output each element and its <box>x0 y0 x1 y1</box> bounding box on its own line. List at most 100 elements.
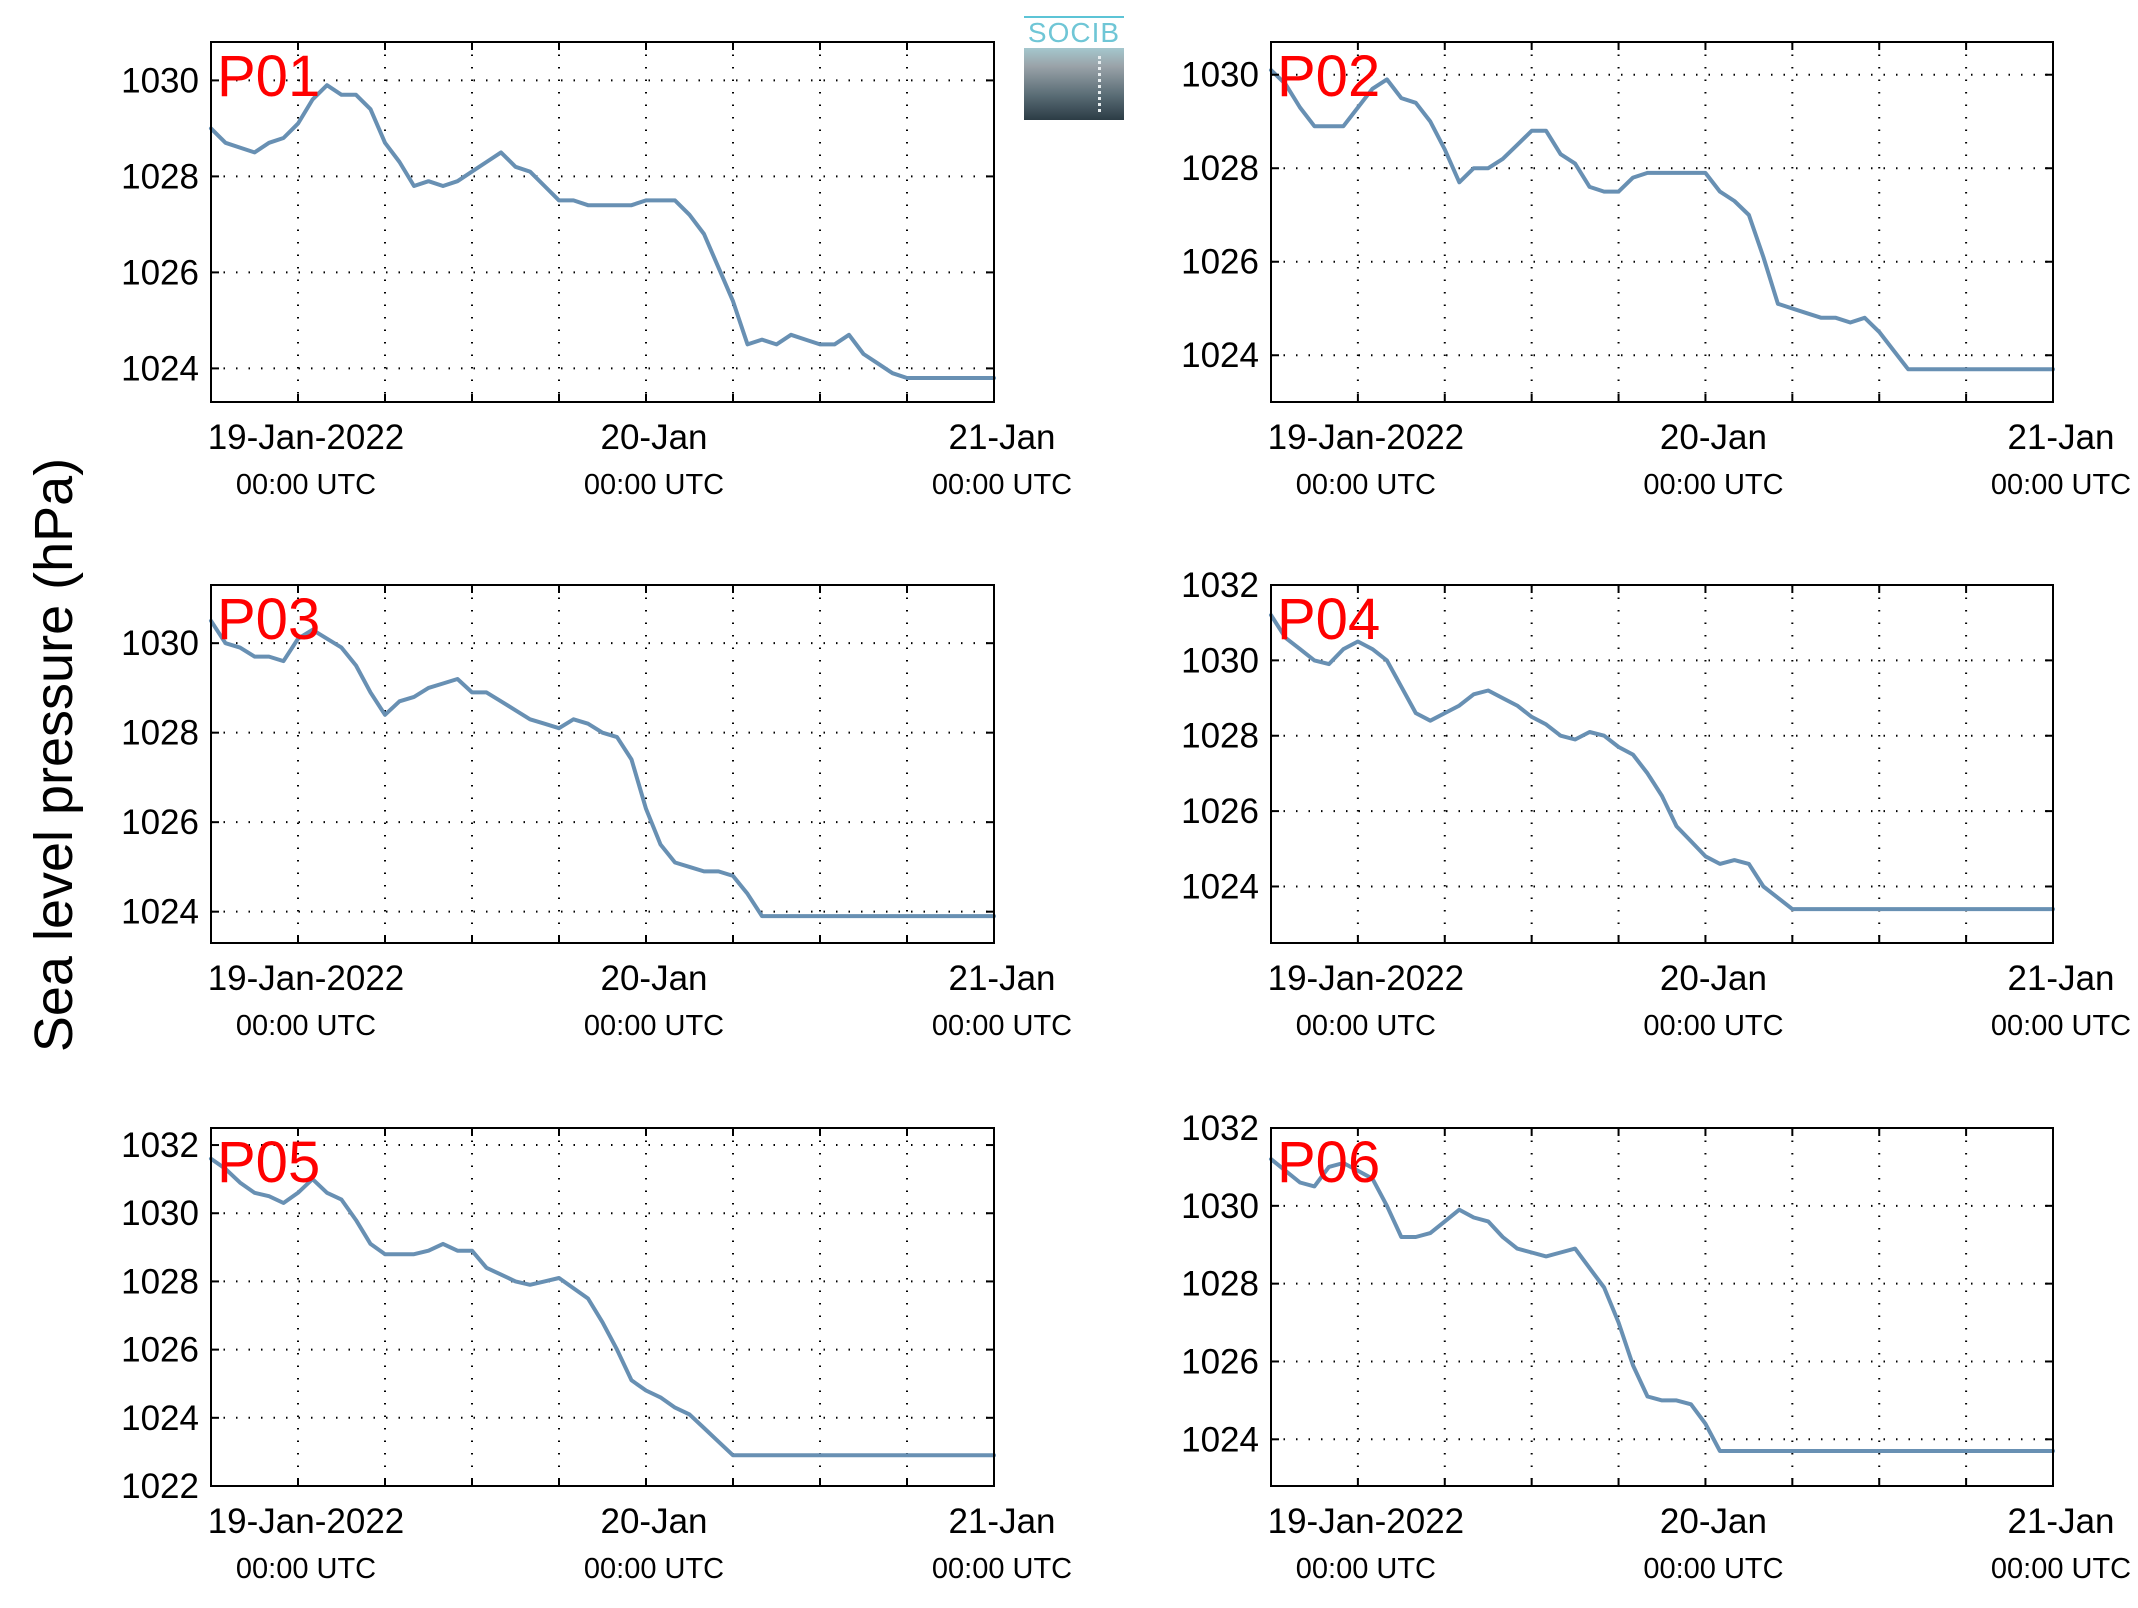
x-tick-label-time: 00:00 UTC <box>236 469 376 501</box>
panels: 1024 1026 1028 1030 19-Jan-2022 00:00 UTC 20-J… <box>121 41 2131 1585</box>
x-tick-label-time: 00:00 UTC <box>584 1553 724 1585</box>
x-tick-label-time: 00:00 UTC <box>236 1010 376 1042</box>
panel-p04: 1024 1026 1028 1030 1032 19-Jan-2022 00:00 UTC… <box>1181 566 2131 1042</box>
x-tick-label-time: 00:00 UTC <box>1991 1010 2131 1042</box>
x-tick-label-time: 00:00 UTC <box>1296 469 1436 501</box>
panel-p01: 1024 1026 1028 1030 19-Jan-2022 00:00 UTC 20-J… <box>121 41 1072 501</box>
x-tick-label-time: 00:00 UTC <box>932 1010 1072 1042</box>
x-tick-label-time: 00:00 UTC <box>584 469 724 501</box>
plot-area <box>211 42 994 402</box>
x-tick-label-time: 00:00 UTC <box>584 1010 724 1042</box>
y-tick-label: 1030 <box>121 1194 199 1233</box>
x-tick-label-time: 00:00 UTC <box>236 1553 376 1585</box>
panel-label: P05 <box>217 1130 320 1195</box>
panel-p03: 1024 1026 1028 1030 19-Jan-2022 00:00 UTC 20-J… <box>121 584 1072 1042</box>
y-tick-label: 1024 <box>1181 867 1259 906</box>
y-tick-label: 1024 <box>1181 1420 1259 1459</box>
plot-area <box>211 1128 994 1486</box>
y-tick-label: 1024 <box>121 349 199 388</box>
y-tick-label: 1030 <box>1181 56 1259 95</box>
series-line-p03 <box>209 618 996 919</box>
y-tick-label: 1026 <box>121 803 199 842</box>
y-tick-label: 1026 <box>121 1331 199 1370</box>
plot-area <box>1271 42 2053 402</box>
x-tick-label-date: 19-Jan-2022 <box>1268 418 1465 457</box>
y-tick-label: 1024 <box>121 893 199 932</box>
x-tick-label-date: 20-Jan <box>600 418 707 457</box>
y-tick-label: 1032 <box>1181 566 1259 605</box>
x-tick-label-date: 20-Jan <box>1660 1502 1767 1541</box>
x-tick-label-date: 20-Jan <box>1660 959 1767 998</box>
y-tick-label: 1032 <box>1181 1109 1259 1148</box>
x-tick-label-date: 19-Jan-2022 <box>208 418 405 457</box>
x-tick-label-date: 21-Jan <box>948 959 1055 998</box>
panel-label: P06 <box>1277 1130 1380 1195</box>
x-tick-label-date: 19-Jan-2022 <box>208 959 405 998</box>
series-line-p06 <box>1269 1157 2055 1453</box>
panel-label: P04 <box>1277 587 1380 652</box>
y-tick-label: 1028 <box>121 714 199 753</box>
x-tick-label-date: 21-Jan <box>2007 959 2114 998</box>
series-line-p05 <box>209 1156 996 1458</box>
logo-dotted-mark <box>1098 56 1101 112</box>
axes-frame <box>1270 41 2054 403</box>
plot-area <box>1271 585 2053 943</box>
y-tick-label: 1028 <box>121 1262 199 1301</box>
y-tick-label: 1026 <box>1181 1342 1259 1381</box>
plot-area <box>211 585 994 943</box>
panel-p02: 1024 1026 1028 1030 19-Jan-2022 00:00 UTC 20-J… <box>1181 41 2131 501</box>
axes-frame <box>210 41 995 403</box>
x-tick-label-time: 00:00 UTC <box>1643 1010 1783 1042</box>
x-tick-label-date: 20-Jan <box>1660 418 1767 457</box>
y-tick-label: 1026 <box>1181 243 1259 282</box>
panel-label: P01 <box>217 44 320 109</box>
x-tick-label-date: 21-Jan <box>948 418 1055 457</box>
panel-p05: 1022 1024 1026 1028 1030 1032 19-Jan-2022 00:00… <box>121 1126 1072 1585</box>
y-tick-label: 1030 <box>1181 1187 1259 1226</box>
y-tick-label: 1026 <box>1181 792 1259 831</box>
series-line-p04 <box>1269 613 2055 912</box>
axes-frame <box>210 584 995 944</box>
y-tick-label: 1030 <box>1181 641 1259 680</box>
y-tick-label: 1028 <box>1181 717 1259 756</box>
axes-frame <box>1270 584 2054 944</box>
y-tick-label: 1022 <box>121 1467 199 1506</box>
socib-logo-text: SOCIB <box>1024 18 1124 48</box>
axes-frame <box>1270 1127 2054 1487</box>
panel-label: P03 <box>217 587 320 652</box>
x-tick-label-date: 19-Jan-2022 <box>1268 959 1465 998</box>
x-tick-label-date: 19-Jan-2022 <box>1268 1502 1465 1541</box>
y-tick-label: 1030 <box>121 61 199 100</box>
panel-label: P02 <box>1277 44 1380 109</box>
socib-logo: SOCIB <box>1024 16 1124 120</box>
series-line-p02 <box>1269 68 2055 372</box>
x-tick-label-time: 00:00 UTC <box>1296 1553 1436 1585</box>
x-tick-label-time: 00:00 UTC <box>1643 469 1783 501</box>
y-tick-label: 1028 <box>121 157 199 196</box>
y-tick-label: 1032 <box>121 1126 199 1165</box>
plot-area <box>1271 1128 2053 1486</box>
x-tick-label-date: 21-Jan <box>2007 418 2114 457</box>
x-tick-label-time: 00:00 UTC <box>932 1553 1072 1585</box>
y-tick-label: 1024 <box>1181 336 1259 375</box>
x-tick-label-time: 00:00 UTC <box>1991 1553 2131 1585</box>
y-tick-label: 1030 <box>121 624 199 663</box>
y-tick-label: 1028 <box>1181 1265 1259 1304</box>
x-tick-label-date: 20-Jan <box>600 1502 707 1541</box>
x-tick-label-date: 21-Jan <box>2007 1502 2114 1541</box>
x-tick-label-time: 00:00 UTC <box>1296 1010 1436 1042</box>
y-tick-label: 1024 <box>121 1399 199 1438</box>
x-tick-label-time: 00:00 UTC <box>932 469 1072 501</box>
y-tick-label: 1028 <box>1181 149 1259 188</box>
x-tick-label-date: 21-Jan <box>948 1502 1055 1541</box>
x-tick-label-date: 19-Jan-2022 <box>208 1502 405 1541</box>
y-axis-label: Sea level pressure (hPa) <box>24 458 84 1052</box>
panel-p06: 1024 1026 1028 1030 1032 19-Jan-2022 00:00 UTC… <box>1181 1109 2131 1585</box>
series-line-p01 <box>209 83 996 380</box>
x-tick-label-time: 00:00 UTC <box>1643 1553 1783 1585</box>
x-tick-label-time: 00:00 UTC <box>1991 469 2131 501</box>
axes-frame <box>210 1127 995 1487</box>
y-tick-label: 1026 <box>121 253 199 292</box>
x-tick-label-date: 20-Jan <box>600 959 707 998</box>
